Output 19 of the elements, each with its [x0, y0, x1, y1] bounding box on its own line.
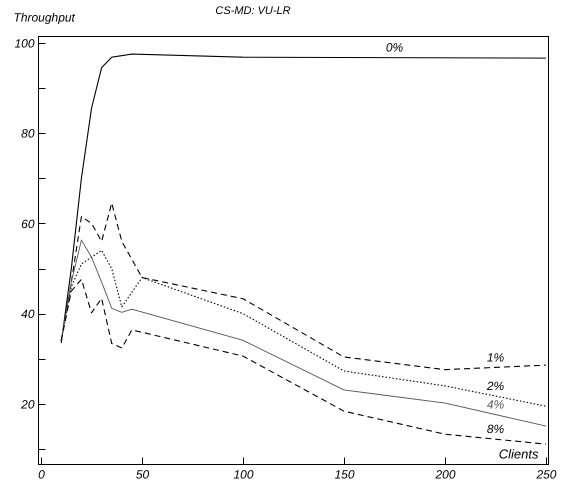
- series-label: 1%: [486, 350, 504, 364]
- x-tick-label: 100: [233, 468, 254, 482]
- x-tick-label: 200: [434, 468, 456, 482]
- x-tick-label: 50: [136, 468, 150, 482]
- x-tick-label: 0: [38, 468, 46, 482]
- series-label: 2%: [486, 379, 504, 394]
- chart-title: CS-MD: VU-LR: [215, 5, 291, 17]
- y-tick-label: 20: [20, 397, 35, 412]
- series-label: 4%: [486, 398, 504, 412]
- x-tick-label: 250: [535, 468, 557, 482]
- y-tick-label: 80: [21, 126, 35, 141]
- x-axis-title: Clients: [498, 446, 539, 462]
- y-tick-label: 60: [21, 216, 35, 231]
- y-tick-label: 100: [14, 36, 35, 50]
- series-label: 0%: [386, 40, 404, 55]
- y-tick-label: 40: [21, 307, 35, 322]
- x-tick-label: 150: [334, 468, 355, 482]
- series-label: 8%: [486, 422, 504, 436]
- y-axis-title: Throughput: [14, 10, 76, 24]
